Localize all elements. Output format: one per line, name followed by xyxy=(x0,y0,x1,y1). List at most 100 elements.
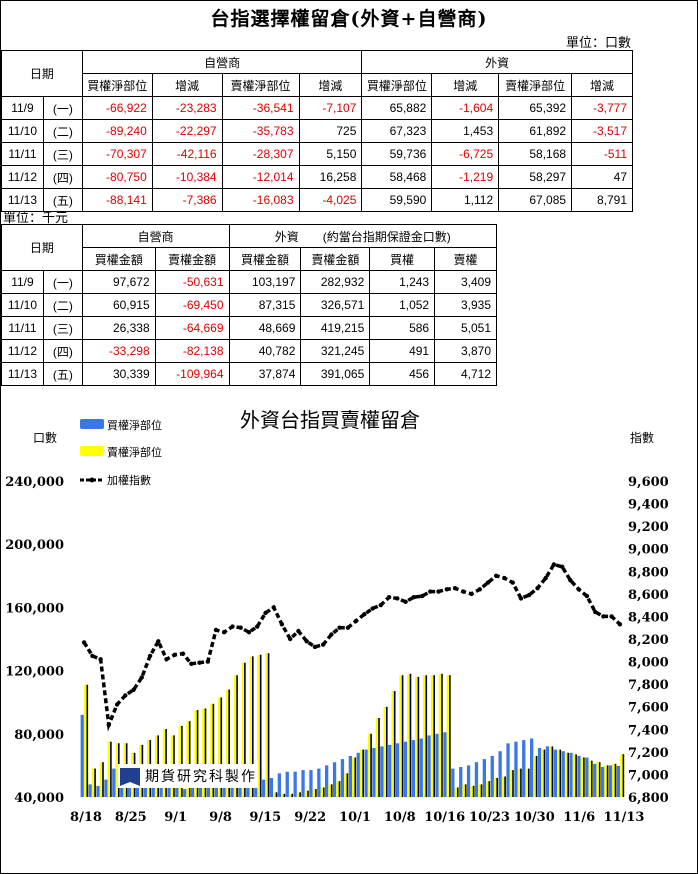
table-cell: 1,453 xyxy=(431,119,500,143)
table-cell: -4,025 xyxy=(298,188,363,212)
y-tick-label: 240,000 xyxy=(5,475,64,490)
y-axis-label: 口數 xyxy=(33,431,57,445)
index-point xyxy=(403,599,408,604)
row-weekday: (五) xyxy=(42,188,83,212)
bar-call-net xyxy=(104,779,108,797)
y2-tick-label: 9,600 xyxy=(628,475,669,490)
bar-put-net xyxy=(415,676,419,797)
bar-put-net xyxy=(430,675,435,797)
table-cell: -16,083 xyxy=(221,188,300,212)
bar-put-net xyxy=(375,718,379,797)
index-point xyxy=(321,642,326,647)
y-tick-label: 80,000 xyxy=(14,728,64,743)
bar-call-net xyxy=(474,762,479,797)
watermark: 期貨研究科製作 xyxy=(118,764,258,788)
table-cell: -10,384 xyxy=(151,165,223,189)
index-point xyxy=(444,587,449,592)
bar-call-net xyxy=(135,782,140,797)
bar-put-net xyxy=(352,757,356,797)
bar-call-net xyxy=(80,714,84,797)
index-point xyxy=(461,589,466,594)
bar-call-net xyxy=(498,751,502,797)
bar-call-net xyxy=(380,746,384,797)
index-point xyxy=(543,575,548,581)
index-point xyxy=(238,625,243,630)
index-point xyxy=(395,596,400,601)
legend-label-index: 加權指數 xyxy=(107,473,151,487)
bar-call-net xyxy=(262,779,266,797)
legend-swatch-put xyxy=(80,446,104,456)
y2-tick-label: 9,400 xyxy=(628,498,669,513)
column-header: 買權淨部位 xyxy=(81,73,153,97)
index-point xyxy=(255,624,260,629)
index-point xyxy=(271,605,276,610)
index-point xyxy=(230,624,235,629)
index-point xyxy=(518,596,524,601)
bar-put-net xyxy=(493,778,498,797)
table-cell: 5,051 xyxy=(434,316,497,340)
bar-call-net xyxy=(443,732,447,797)
legend-label-put: 賣權淨部位 xyxy=(107,445,162,459)
row-weekday: (一) xyxy=(42,96,83,120)
table-cell: 103,197 xyxy=(228,270,302,294)
bar-call-net xyxy=(451,768,455,797)
index-point xyxy=(156,639,161,644)
watermark-box xyxy=(118,764,258,788)
bar-put-net xyxy=(83,684,88,797)
index-point xyxy=(98,657,103,662)
row-date: 11/12 xyxy=(1,165,44,189)
bar-put-net xyxy=(462,784,466,797)
table-cell: -80,750 xyxy=(81,165,153,189)
y2-tick-label: 9,200 xyxy=(628,520,669,535)
unit-label-lots: 單位：口數 xyxy=(566,36,632,51)
bar-call-net xyxy=(608,765,613,797)
bar-put-net xyxy=(162,729,167,797)
table-cell: -23,283 xyxy=(151,96,223,120)
table-row: 11/11 (三) 26,338 -64,669 48,669 419,215 586 5,0… xyxy=(1,316,497,340)
y2-axis-label: 指數 xyxy=(630,430,654,445)
x-tick-label: 9/22 xyxy=(294,810,326,825)
bar-call-net xyxy=(403,741,408,797)
row-weekday: (四) xyxy=(42,339,83,363)
index-point xyxy=(436,589,441,594)
bar-put-net xyxy=(612,763,616,797)
bar-call-net xyxy=(151,785,155,797)
bar-call-net xyxy=(198,785,203,797)
y-tick-label: 120,000 xyxy=(5,665,64,680)
row-date: 11/12 xyxy=(1,339,44,363)
bar-call-net xyxy=(175,787,179,797)
index-point xyxy=(411,595,416,600)
index-point xyxy=(485,580,491,585)
bar-put-net xyxy=(249,656,253,797)
table-cell: 59,736 xyxy=(361,142,433,166)
bar-put-net xyxy=(359,749,364,797)
index-point xyxy=(123,693,128,698)
bar-put-net xyxy=(383,706,387,797)
column-header: 賣權金額 xyxy=(300,247,371,271)
bar-put-net xyxy=(115,743,119,797)
row-weekday: (五) xyxy=(42,362,83,386)
bar-call-net xyxy=(419,738,423,797)
bar-call-net xyxy=(569,752,573,797)
x-tick-label: 10/16 xyxy=(424,810,465,825)
table-cell: 491 xyxy=(369,339,436,363)
table-row: 11/12 (四) -80,750 -10,384 -12,014 16,258 58,46… xyxy=(1,165,633,189)
table-cell: -82,138 xyxy=(154,339,230,363)
bar-put-net xyxy=(580,757,584,797)
bar-put-net xyxy=(517,768,521,797)
chart-title: 外資台指買賣權留倉 xyxy=(240,408,420,432)
bar-put-net xyxy=(399,675,403,797)
y2-tick-label: 8,400 xyxy=(628,610,669,625)
bar-put-net xyxy=(265,653,269,797)
y2-tick-label: 8,000 xyxy=(628,656,669,671)
bar-call-net xyxy=(537,748,542,797)
bar-put-net xyxy=(557,749,561,797)
index-point xyxy=(172,652,177,657)
x-ticks: 8/18 8/25 9/1 9/8 9/15 9/22 10/1 10/8 10/16 10/23… xyxy=(70,810,644,825)
index-point xyxy=(386,595,392,600)
bar-call-net xyxy=(490,755,494,797)
bar-put-net xyxy=(273,792,277,797)
bar-put-net xyxy=(564,752,569,797)
bar-put-net xyxy=(438,673,442,797)
